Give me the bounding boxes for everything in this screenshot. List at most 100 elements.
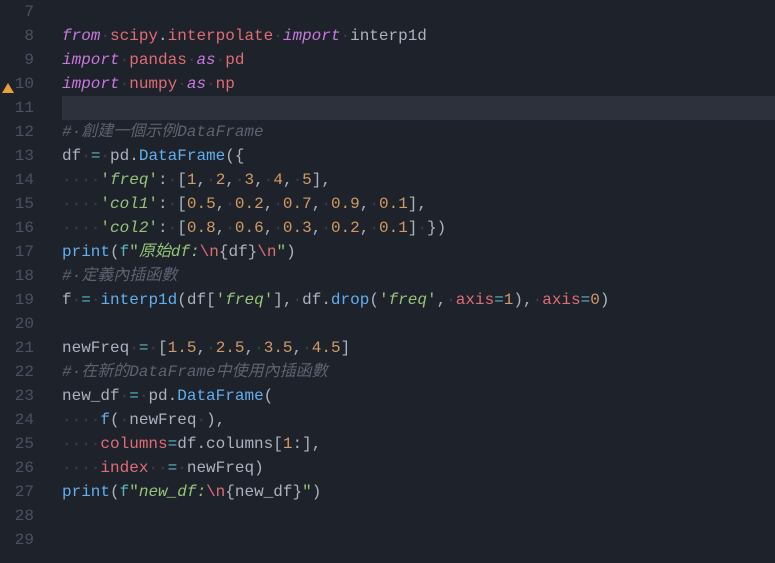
token-ws: ·: [168, 192, 178, 216]
token-ws: ·: [196, 408, 206, 432]
token-pn: }): [427, 216, 446, 240]
token-str: ": [276, 240, 286, 264]
code-line[interactable]: [62, 528, 775, 552]
token-pn: [: [206, 288, 216, 312]
code-line[interactable]: import·pandas·as·pd: [62, 48, 775, 72]
token-pn: ,: [437, 288, 447, 312]
token-id: newFreq: [62, 336, 129, 360]
token-num: 3: [245, 168, 255, 192]
token-stri: col2: [110, 216, 148, 240]
token-id: df: [228, 240, 247, 264]
token-id: newFreq: [129, 408, 196, 432]
token-op: =: [581, 288, 591, 312]
token-ws: ·: [120, 48, 130, 72]
code-line[interactable]: [62, 504, 775, 528]
code-line[interactable]: new_df·=·pd.DataFrame(: [62, 384, 775, 408]
token-fn: print: [62, 480, 110, 504]
token-pn: (: [369, 288, 379, 312]
token-kw: as: [187, 72, 206, 96]
token-pn: [: [177, 168, 187, 192]
code-line[interactable]: #·創建一個示例DataFrame: [62, 120, 775, 144]
token-str: ': [148, 192, 158, 216]
line-number: 21: [0, 336, 34, 360]
token-kw: import: [283, 24, 341, 48]
token-id: df: [62, 144, 81, 168]
line-number: 22: [0, 360, 34, 384]
token-ws: ·: [177, 72, 187, 96]
code-line[interactable]: ····'freq':·[1,·2,·3,·4,·5],: [62, 168, 775, 192]
token-cm: #·創建一個示例DataFrame: [62, 120, 264, 144]
token-num: 0.1: [379, 216, 408, 240]
token-kw: import: [62, 48, 120, 72]
code-area[interactable]: from·scipy.interpolate·import·interp1dim…: [52, 0, 775, 563]
code-line[interactable]: [62, 0, 775, 24]
line-number: 11: [0, 96, 34, 120]
line-number: 13: [0, 144, 34, 168]
code-line[interactable]: [62, 312, 775, 336]
token-ws: ·: [216, 48, 226, 72]
token-ws: ·: [206, 168, 216, 192]
token-id: newFreq: [187, 456, 254, 480]
token-op: =: [168, 456, 178, 480]
code-line[interactable]: df·=·pd.DataFrame({: [62, 144, 775, 168]
token-num: 0.3: [283, 216, 312, 240]
code-line[interactable]: ····'col1':·[0.5,·0.2,·0.7,·0.9,·0.1],: [62, 192, 775, 216]
token-num: 2.5: [216, 336, 245, 360]
token-ws: ·: [321, 192, 331, 216]
code-line[interactable]: f·=·interp1d(df['freq'],·df.drop('freq',…: [62, 288, 775, 312]
code-line[interactable]: ····'col2':·[0.8,·0.6,·0.3,·0.2,·0.1]·}): [62, 216, 775, 240]
token-str: ": [129, 480, 139, 504]
code-line[interactable]: import·numpy·as·np: [62, 72, 775, 96]
code-line[interactable]: ····f(·newFreq·),: [62, 408, 775, 432]
code-line[interactable]: from·scipy.interpolate·import·interp1d: [62, 24, 775, 48]
token-pn: ): [286, 240, 296, 264]
token-op: =: [494, 288, 504, 312]
token-var: index: [100, 456, 148, 480]
token-op: =: [81, 288, 91, 312]
token-ws: ····: [62, 216, 100, 240]
token-pn: [: [177, 192, 187, 216]
code-editor[interactable]: 7891011121314151617181920212223242526272…: [0, 0, 775, 563]
code-line[interactable]: print(f"new_df:\n{new_df}"): [62, 480, 775, 504]
code-line[interactable]: ····index··=·newFreq): [62, 456, 775, 480]
token-pn: {: [219, 240, 229, 264]
token-pn: }: [248, 240, 258, 264]
code-line[interactable]: #·定義內插函數: [62, 264, 775, 288]
code-line[interactable]: #·在新的DataFrame中使用內插函數: [62, 360, 775, 384]
token-op: =: [129, 384, 139, 408]
token-id: pd: [148, 384, 167, 408]
token-fn: DataFrame: [139, 144, 225, 168]
token-id: df: [177, 432, 196, 456]
token-ws: ·: [302, 336, 312, 360]
token-pn: (: [110, 240, 120, 264]
token-pn: ]: [341, 336, 351, 360]
token-ws: ·: [139, 384, 149, 408]
token-pn: ],: [408, 192, 427, 216]
token-num: 0.9: [331, 192, 360, 216]
token-stri: 原始df:: [139, 240, 200, 264]
token-ws: ·: [417, 216, 427, 240]
token-num: 5: [302, 168, 312, 192]
line-number: 8: [0, 24, 34, 48]
token-ws: ·: [206, 336, 216, 360]
line-number: 27: [0, 480, 34, 504]
token-id: df: [302, 288, 321, 312]
token-ws: ····: [62, 168, 100, 192]
code-line[interactable]: ····columns=df.columns[1:],: [62, 432, 775, 456]
token-fn: DataFrame: [177, 384, 263, 408]
code-line[interactable]: [62, 96, 775, 120]
token-pn: ],: [273, 288, 292, 312]
token-num: 1: [504, 288, 514, 312]
token-ws: ·: [120, 72, 130, 96]
code-line[interactable]: print(f"原始df:\n{df}\n"): [62, 240, 775, 264]
token-ws: ·: [369, 192, 379, 216]
token-str: ': [100, 216, 110, 240]
token-id: pd: [110, 144, 129, 168]
token-pn: ),: [206, 408, 225, 432]
token-ws: ·: [293, 288, 303, 312]
line-number-gutter: 7891011121314151617181920212223242526272…: [0, 0, 52, 563]
token-pn: [: [158, 336, 168, 360]
token-op: =: [168, 432, 178, 456]
token-ws: ·: [129, 336, 139, 360]
code-line[interactable]: newFreq·=·[1.5,·2.5,·3.5,·4.5]: [62, 336, 775, 360]
